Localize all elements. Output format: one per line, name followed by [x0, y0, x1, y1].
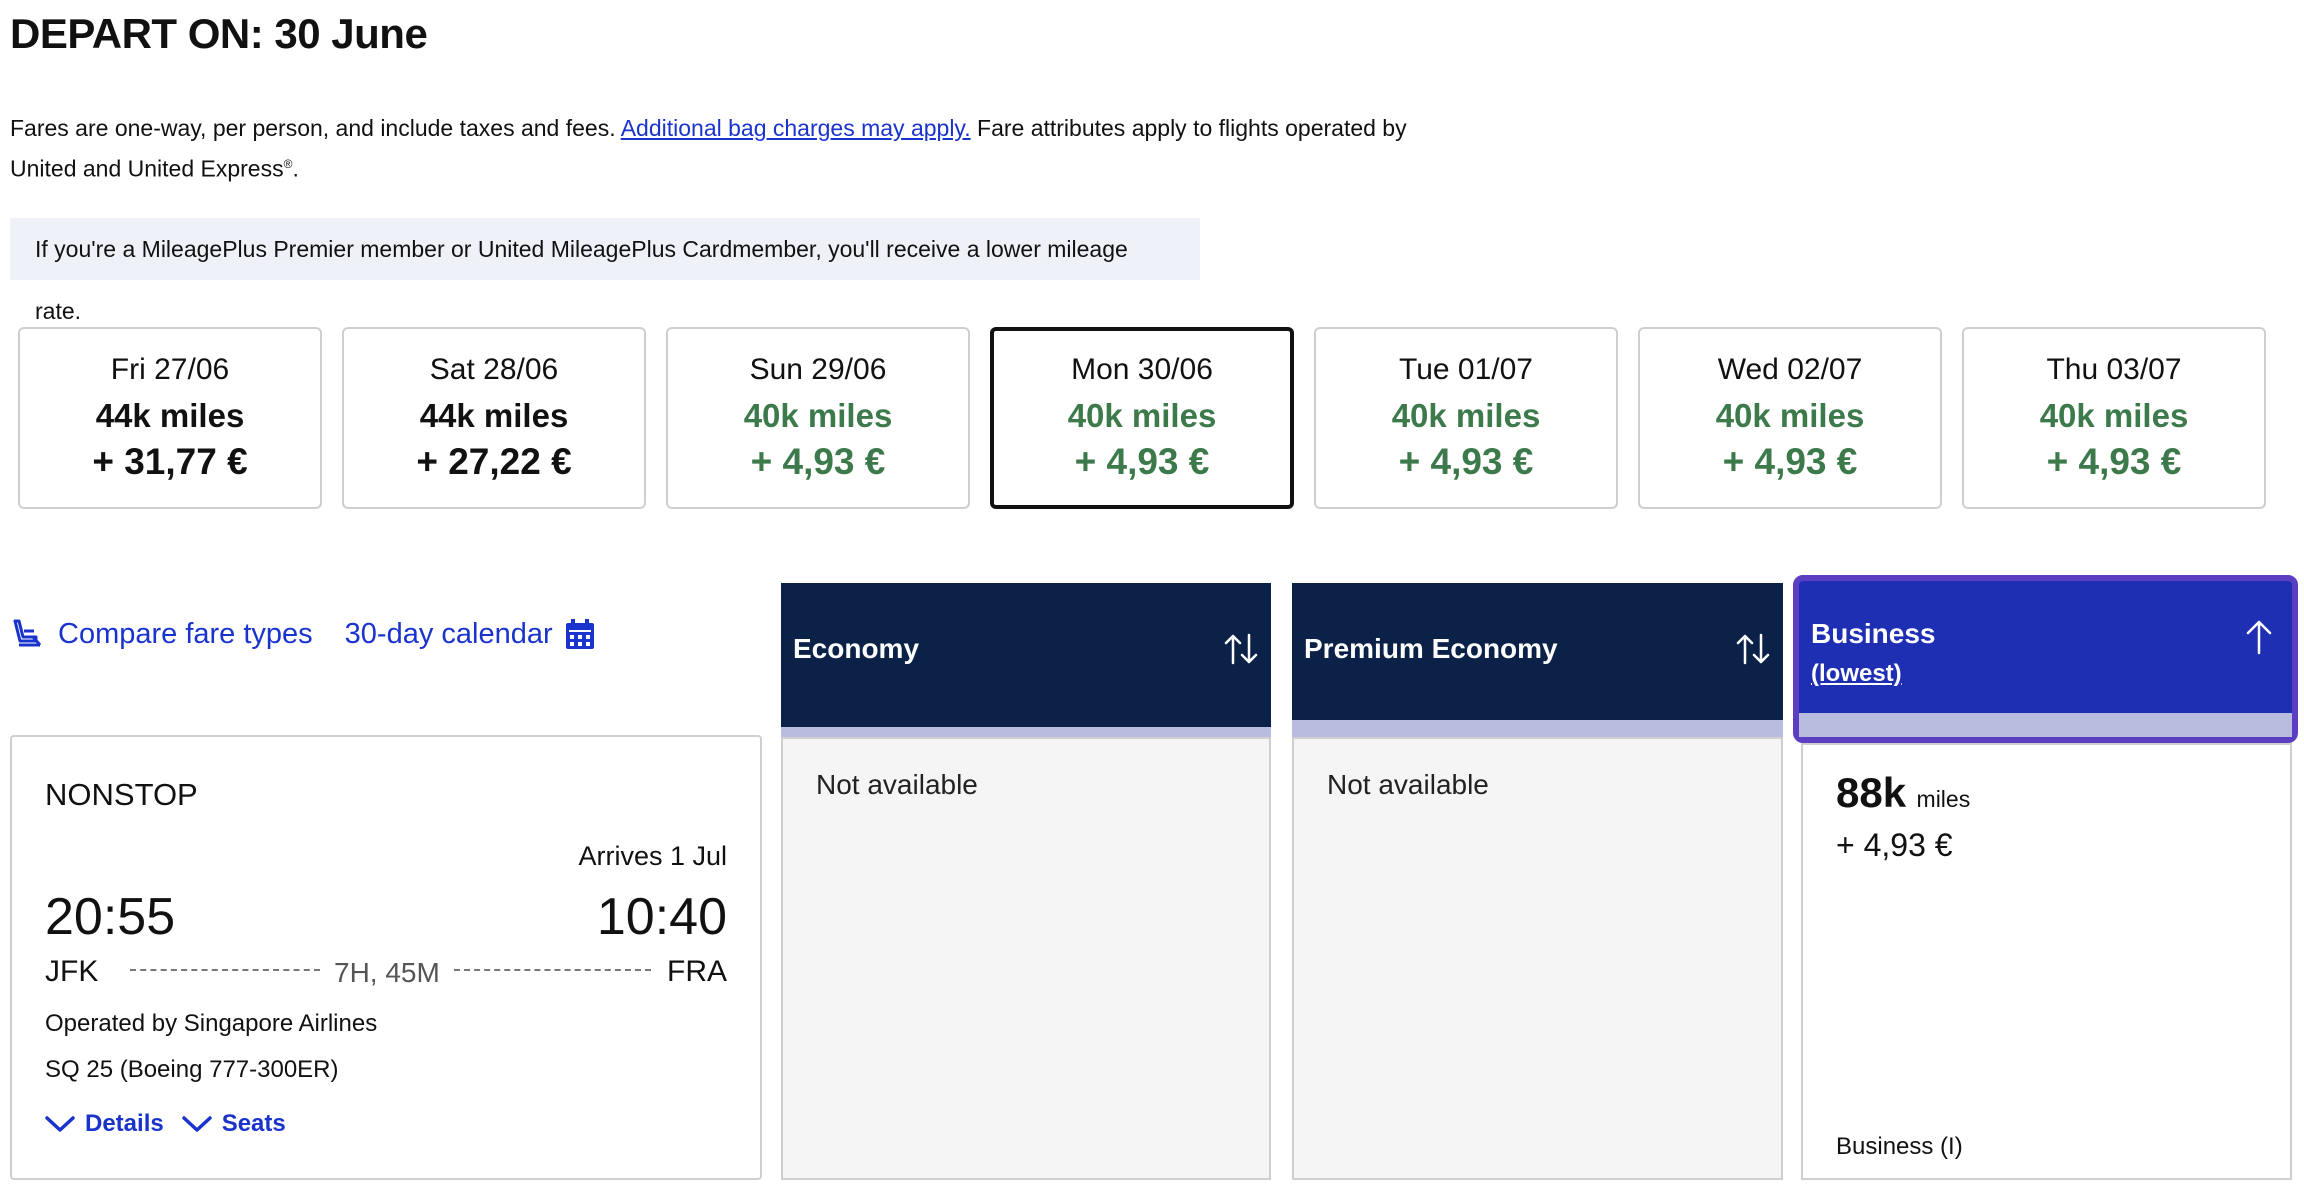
details-label: Details [85, 1110, 164, 1137]
date-card[interactable]: Sat 28/06 44k miles + 27,22 € [342, 327, 646, 509]
chevron-down-icon [45, 1116, 75, 1132]
origin-airport: JFK [45, 955, 99, 988]
date-card-miles: 40k miles [743, 397, 893, 434]
bag-charges-link[interactable]: Additional bag charges may apply. [620, 115, 971, 141]
date-card-label: Fri 27/06 [110, 353, 230, 386]
calendar-label: 30-day calendar [344, 617, 553, 650]
calendar-icon [563, 617, 597, 651]
compare-fare-types-link[interactable]: Compare fare types [10, 617, 313, 651]
seats-toggle[interactable]: Seats [181, 1110, 286, 1138]
mileage-notice: If you're a MileagePlus Premier member o… [10, 218, 1200, 324]
sort-lowest-note: (lowest) [1811, 660, 1902, 687]
date-card-price: + 4,93 € [2046, 441, 2182, 482]
date-card-miles: 40k miles [1067, 397, 1217, 434]
page-title: DEPART ON: 30 June [10, 10, 428, 57]
business-miles-value: 88k [1836, 769, 1907, 816]
date-card[interactable]: Thu 03/07 40k miles + 4,93 € [1962, 327, 2266, 509]
date-card-miles: 44k miles [419, 397, 569, 434]
date-card[interactable]: Tue 01/07 40k miles + 4,93 € [1314, 327, 1618, 509]
premium-economy-status: Not available [1327, 769, 1489, 800]
date-card-price: + 4,93 € [1074, 441, 1210, 482]
seats-label: Seats [221, 1110, 286, 1137]
arrival-time: 10:40 [596, 888, 727, 946]
business-price: + 4,93 € [1836, 827, 1953, 863]
date-card-label: Thu 03/07 [2046, 353, 2182, 386]
flight-card: NONSTOP Arrives 1 Jul 20:55 10:40 JFK 7H… [10, 735, 762, 1180]
date-card-miles: 40k miles [1391, 397, 1541, 434]
date-card-label: Tue 01/07 [1399, 353, 1533, 386]
registered-mark: ® [283, 157, 293, 171]
flight-links: Details Seats [45, 1110, 304, 1138]
arrival-date-note: Arrives 1 Jul [578, 841, 727, 871]
cabin-cell-premium-economy: Not available [1292, 737, 1783, 1180]
operating-carrier: Operated by Singapore Airlines [45, 1010, 378, 1037]
seat-icon [10, 617, 44, 651]
destination-airport: FRA [667, 955, 727, 988]
stops-label: NONSTOP [45, 777, 198, 812]
economy-status: Not available [816, 769, 978, 800]
fare-disclaimer: Fares are one-way, per person, and inclu… [10, 110, 1460, 187]
fare-tools: Compare fare types 30-day calendar [10, 612, 597, 656]
date-card-price: + 4,93 € [750, 441, 886, 482]
date-card-miles: 40k miles [1715, 397, 1865, 434]
cabin-stripe-economy [781, 727, 1271, 737]
sort-arrows-icon [1224, 633, 1258, 665]
date-card-price: + 31,77 € [92, 441, 248, 482]
business-fare-cell[interactable]: 88k miles + 4,93 € Business (I) [1801, 743, 2292, 1180]
details-toggle[interactable]: Details [45, 1110, 164, 1138]
date-card[interactable]: Sun 29/06 40k miles + 4,93 € [666, 327, 970, 509]
business-miles-unit: miles [1916, 786, 1971, 812]
date-card-price: + 4,93 € [1722, 441, 1858, 482]
cabin-label-premium-economy: Premium Economy [1304, 633, 1558, 664]
route-line-right [454, 969, 651, 971]
period: . [292, 155, 299, 182]
route-line-left [130, 969, 320, 971]
date-card-label: Sun 29/06 [749, 353, 887, 386]
business-miles: 88k miles [1836, 769, 1970, 817]
date-card-label: Mon 30/06 [1071, 353, 1213, 386]
departure-time: 20:55 [45, 888, 176, 946]
date-card-price: + 4,93 € [1398, 441, 1534, 482]
cabin-label-business: Business [1811, 618, 1936, 649]
date-card[interactable]: Fri 27/06 44k miles + 31,77 € [18, 327, 322, 509]
date-card-label: Sat 28/06 [429, 353, 559, 386]
cabin-header-premium-economy[interactable]: Premium Economy [1292, 583, 1783, 720]
calendar-link[interactable]: 30-day calendar [345, 617, 597, 651]
arrow-up-icon [2246, 620, 2272, 655]
cabin-stripe-premium-economy [1292, 720, 1783, 737]
flight-number-aircraft: SQ 25 (Boeing 777-300ER) [45, 1056, 339, 1083]
date-card-miles: 40k miles [2039, 397, 2189, 434]
chevron-down-icon [181, 1116, 212, 1132]
fare-attributes-text: Fare attributes apply to flights operate… [10, 115, 1407, 182]
cabin-label-economy: Economy [793, 633, 920, 664]
date-card[interactable]: Mon 30/06 40k miles + 4,93 € [990, 327, 1294, 509]
compare-fare-types-label: Compare fare types [58, 617, 313, 650]
cabin-header-economy[interactable]: Economy [781, 583, 1271, 727]
date-card-miles: 44k miles [95, 397, 245, 434]
date-card[interactable]: Wed 02/07 40k miles + 4,93 € [1638, 327, 1942, 509]
flight-duration: 7H, 45M [334, 957, 440, 988]
date-card-label: Wed 02/07 [1717, 353, 1863, 386]
business-fare-class: Business (I) [1836, 1133, 1963, 1160]
fare-disclaimer-text: Fares are one-way, per person, and inclu… [10, 115, 616, 141]
date-card-price: + 27,22 € [416, 441, 572, 482]
cabin-stripe-business [1799, 713, 2292, 737]
cabin-cell-economy: Not available [781, 737, 1271, 1180]
cabin-header-business[interactable]: Business (lowest) [1793, 575, 2298, 743]
sort-arrows-icon [1736, 633, 1770, 665]
